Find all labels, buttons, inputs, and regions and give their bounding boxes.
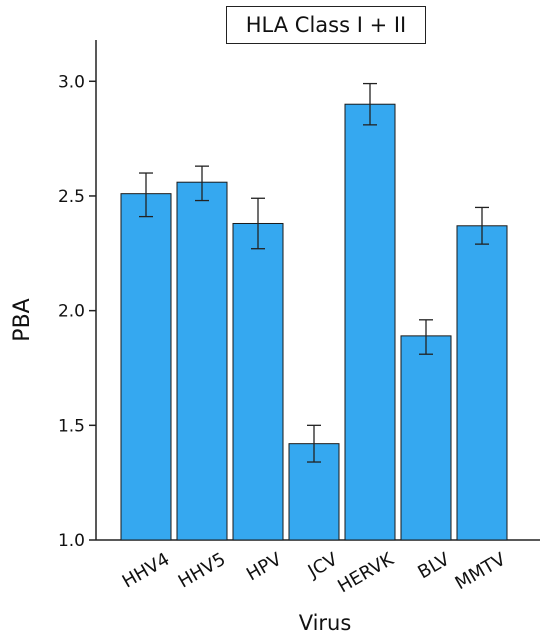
bar-hhv5 bbox=[176, 181, 228, 541]
x-tick-label: BLV bbox=[414, 548, 453, 583]
x-tick-label: HHV4 bbox=[119, 549, 174, 593]
bar-hhv4 bbox=[120, 193, 172, 541]
y-tick-label: 3.0 bbox=[58, 72, 85, 92]
bar-blv bbox=[400, 335, 452, 541]
x-tick-label: HERVK bbox=[334, 548, 398, 597]
bar-mmtv bbox=[456, 225, 508, 541]
y-tick-label: 1.0 bbox=[58, 531, 85, 551]
x-tick-label: HPV bbox=[243, 548, 286, 585]
chart-title: HLA Class I + II bbox=[226, 6, 426, 44]
y-axis-label: PBA bbox=[9, 298, 35, 342]
x-tick-label: HHV5 bbox=[175, 549, 230, 593]
x-axis-label: Virus bbox=[298, 611, 352, 635]
y-tick-label: 2.0 bbox=[58, 302, 85, 322]
y-tick-label: 1.5 bbox=[58, 416, 85, 436]
y-tick-label: 2.5 bbox=[58, 187, 85, 207]
x-tick-label: MMTV bbox=[452, 548, 510, 594]
bar-hervk bbox=[344, 103, 396, 541]
bar-hpv bbox=[232, 222, 284, 541]
